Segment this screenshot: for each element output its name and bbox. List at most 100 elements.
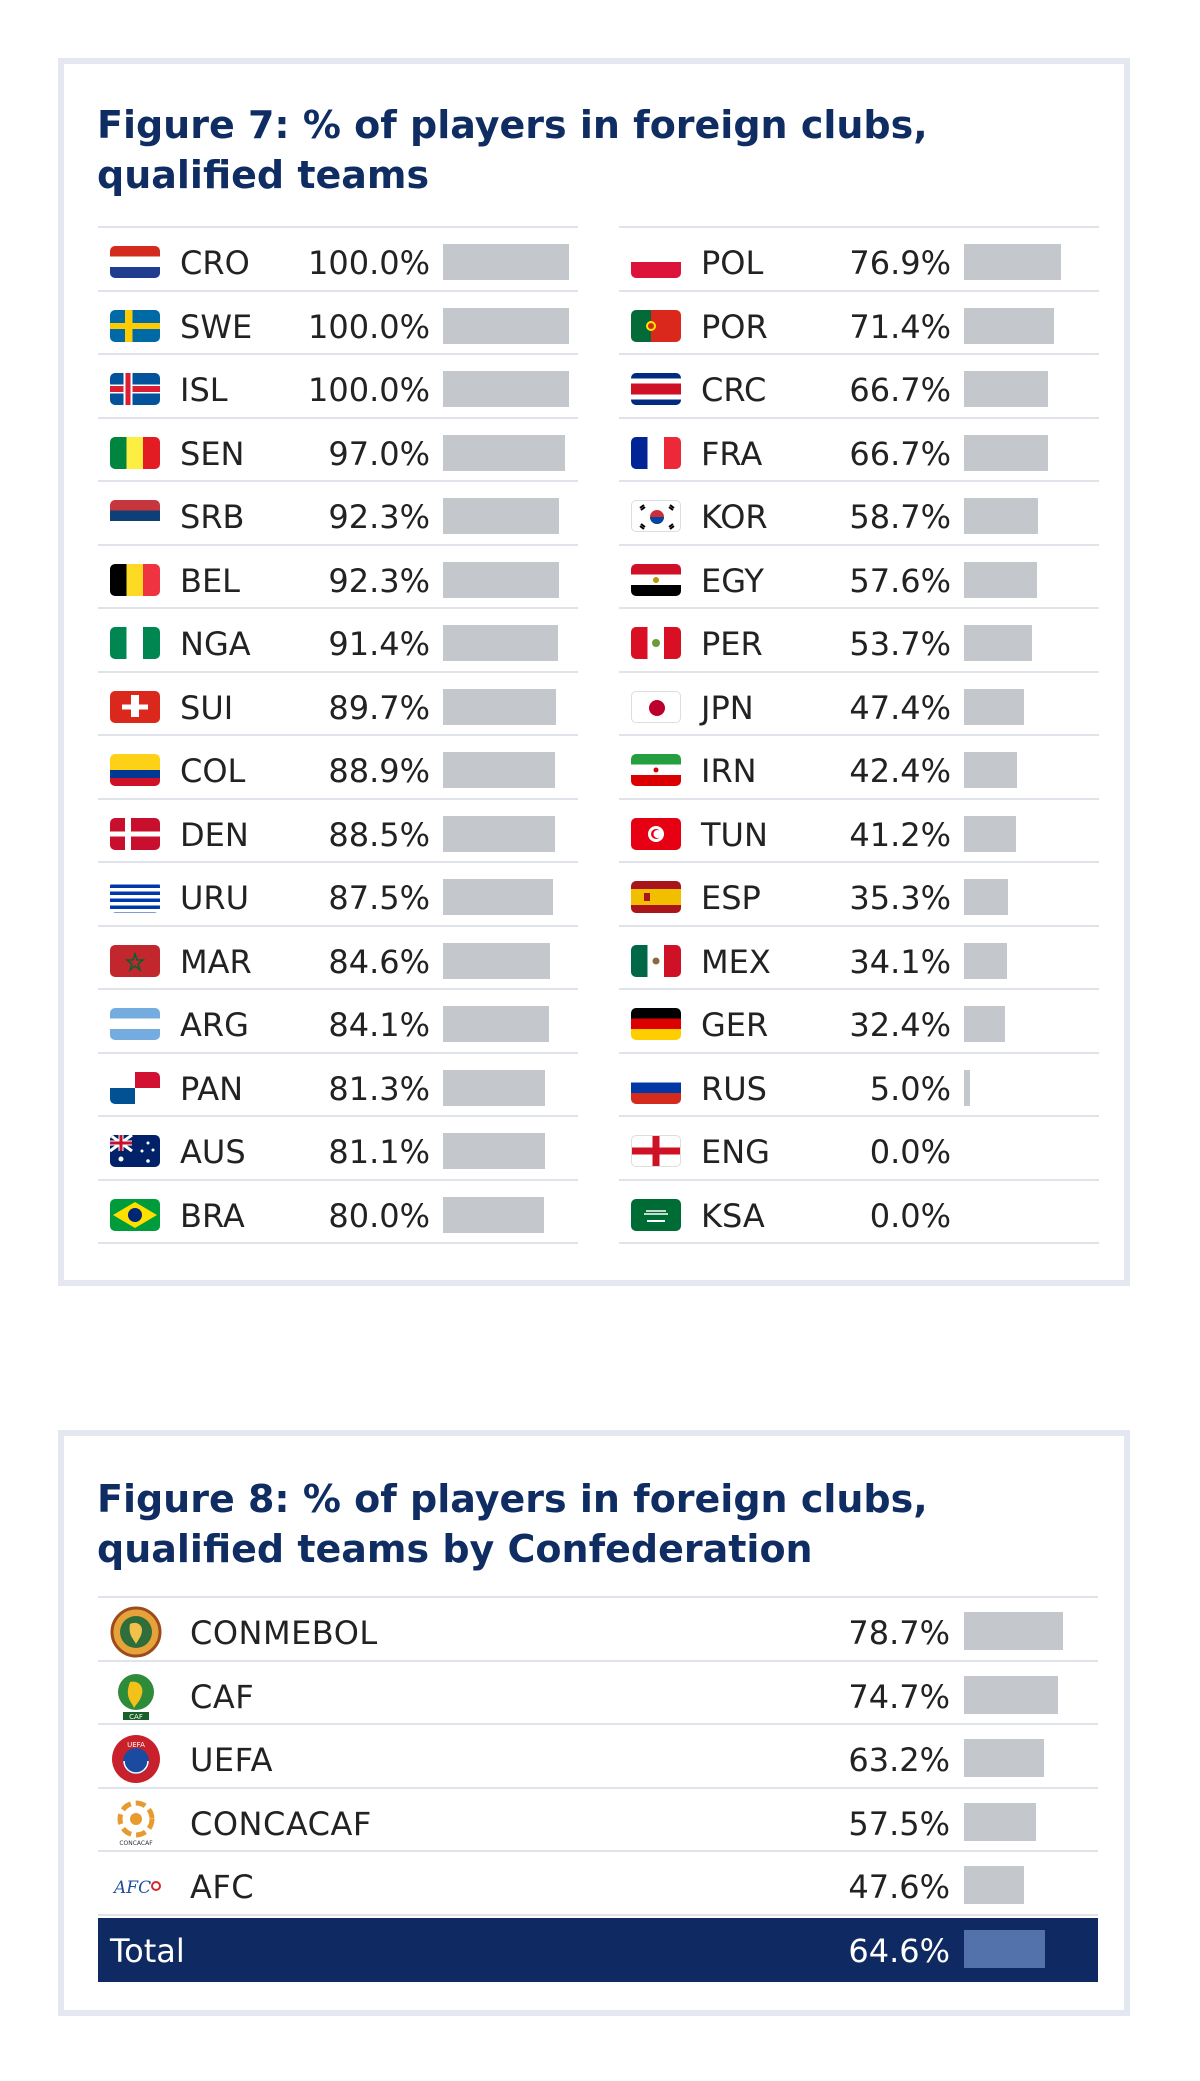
country-code: POL bbox=[701, 244, 764, 282]
bar bbox=[964, 942, 1007, 979]
data-label: 88.5% bbox=[328, 815, 430, 854]
table-row: DEN 88.5% bbox=[98, 800, 578, 863]
bar bbox=[443, 688, 556, 725]
bar bbox=[964, 815, 1016, 852]
bar bbox=[443, 752, 555, 788]
table-row: MEX 34.1% bbox=[619, 927, 1099, 990]
flag-sweden-icon bbox=[110, 309, 160, 342]
data-label: 80.0% bbox=[328, 1196, 430, 1235]
conmebol-logo-icon bbox=[110, 1606, 162, 1658]
country-code: TUN bbox=[701, 815, 768, 854]
data-label: 58.7% bbox=[849, 498, 951, 536]
country-code: FRA bbox=[701, 434, 763, 473]
country-code: SUI bbox=[180, 688, 234, 727]
data-label: 42.4% bbox=[849, 752, 951, 790]
country-code: KOR bbox=[701, 498, 768, 536]
confederation-name: CAF bbox=[190, 1677, 255, 1716]
bar bbox=[443, 561, 559, 598]
flag-denmark-icon bbox=[110, 817, 160, 850]
caf-logo-icon: CAF bbox=[110, 1670, 162, 1722]
data-label: 63.2% bbox=[848, 1741, 950, 1779]
country-code: SEN bbox=[180, 434, 245, 473]
country-code: RUS bbox=[701, 1069, 767, 1108]
figure-8-title: Figure 8: % of players in foreign clubs,… bbox=[97, 1477, 928, 1571]
confederation-row: CONCACAF CONCACAF 57.5% bbox=[98, 1789, 1098, 1852]
bar bbox=[964, 1739, 1044, 1777]
bar bbox=[964, 1675, 1058, 1714]
data-label: 91.4% bbox=[328, 625, 430, 663]
bar bbox=[964, 498, 1038, 534]
flag-croatia-icon bbox=[110, 246, 160, 278]
country-code: DEN bbox=[180, 815, 249, 854]
table-row: EGY 57.6% bbox=[619, 546, 1099, 609]
confederation-row: UEFA UEFA 63.2% bbox=[98, 1725, 1098, 1789]
flag-panama-icon bbox=[110, 1071, 160, 1104]
bar bbox=[964, 625, 1032, 661]
confederation-row: CAF CAF 74.7% bbox=[98, 1662, 1098, 1725]
country-code: GER bbox=[701, 1006, 769, 1044]
flag-senegal-icon bbox=[110, 436, 160, 469]
table-row: GER 32.4% bbox=[619, 990, 1099, 1054]
data-label: 89.7% bbox=[328, 688, 430, 727]
figure-7-left-column: CRO 100.0% SWE 100.0% ISL 100.0% SEN 97.0% SRB 92… bbox=[98, 226, 578, 1244]
country-code: URU bbox=[180, 879, 250, 917]
bar bbox=[443, 879, 553, 915]
afc-logo-icon: AFC bbox=[110, 1860, 162, 1912]
data-label: 87.5% bbox=[328, 879, 430, 917]
country-code: ENG bbox=[701, 1133, 770, 1171]
data-label: 53.7% bbox=[849, 625, 951, 663]
total-bar bbox=[964, 1930, 1045, 1968]
country-code: COL bbox=[180, 752, 246, 790]
confederation-row: AFC AFC 47.6% bbox=[98, 1852, 1098, 1916]
data-label: 66.7% bbox=[849, 371, 951, 409]
bar bbox=[443, 307, 569, 344]
flag-germany-icon bbox=[631, 1008, 681, 1040]
table-row: BEL 92.3% bbox=[98, 546, 578, 609]
country-code: PER bbox=[701, 625, 763, 663]
country-code: CRC bbox=[701, 371, 767, 409]
country-code: JPN bbox=[701, 688, 754, 727]
table-row: ESP 35.3% bbox=[619, 863, 1099, 927]
table-row: POR 71.4% bbox=[619, 292, 1099, 355]
bar bbox=[443, 371, 569, 407]
table-row: URU 87.5% bbox=[98, 863, 578, 927]
flag-colombia-icon bbox=[110, 754, 160, 786]
total-row: Total 64.6% bbox=[98, 1918, 1098, 1982]
table-row: SEN 97.0% bbox=[98, 419, 578, 482]
country-code: MAR bbox=[180, 942, 252, 981]
bar bbox=[443, 1133, 545, 1169]
flag-mexico-icon bbox=[631, 944, 681, 977]
figure-7-card: Figure 7: % of players in foreign clubs,… bbox=[58, 58, 1130, 1286]
table-row: POL 76.9% bbox=[619, 228, 1099, 292]
country-code: AUS bbox=[180, 1133, 246, 1171]
flag-serbia-icon bbox=[110, 500, 160, 532]
country-code: ISL bbox=[180, 371, 228, 409]
data-label: 57.5% bbox=[848, 1804, 950, 1843]
svg-text:UEFA: UEFA bbox=[127, 1741, 145, 1749]
table-row: PAN 81.3% bbox=[98, 1054, 578, 1117]
data-label: 35.3% bbox=[849, 879, 951, 917]
flag-nigeria-icon bbox=[110, 627, 160, 659]
flag-iran-icon bbox=[631, 754, 681, 786]
flag-russia-icon bbox=[631, 1071, 681, 1104]
data-label: 5.0% bbox=[869, 1069, 951, 1108]
bar bbox=[443, 498, 559, 534]
table-row: JPN 47.4% bbox=[619, 673, 1099, 736]
country-code: ESP bbox=[701, 879, 761, 917]
data-label: 71.4% bbox=[849, 307, 951, 346]
country-code: SWE bbox=[180, 307, 253, 346]
bar bbox=[964, 307, 1054, 344]
flag-brazil-icon bbox=[110, 1198, 160, 1231]
bar bbox=[443, 942, 550, 979]
flag-france-icon bbox=[631, 436, 681, 469]
flag-england-icon bbox=[631, 1135, 681, 1167]
confederation-name: UEFA bbox=[190, 1741, 273, 1779]
data-label: 84.6% bbox=[328, 942, 430, 981]
country-code: BRA bbox=[180, 1196, 245, 1235]
flag-switzerland-icon bbox=[110, 690, 160, 723]
bar bbox=[964, 371, 1048, 407]
svg-text:AFC: AFC bbox=[112, 1878, 151, 1898]
data-label: 97.0% bbox=[328, 434, 430, 473]
flag-morocco-icon bbox=[110, 944, 160, 977]
flag-saudi-arabia-icon bbox=[631, 1198, 681, 1231]
